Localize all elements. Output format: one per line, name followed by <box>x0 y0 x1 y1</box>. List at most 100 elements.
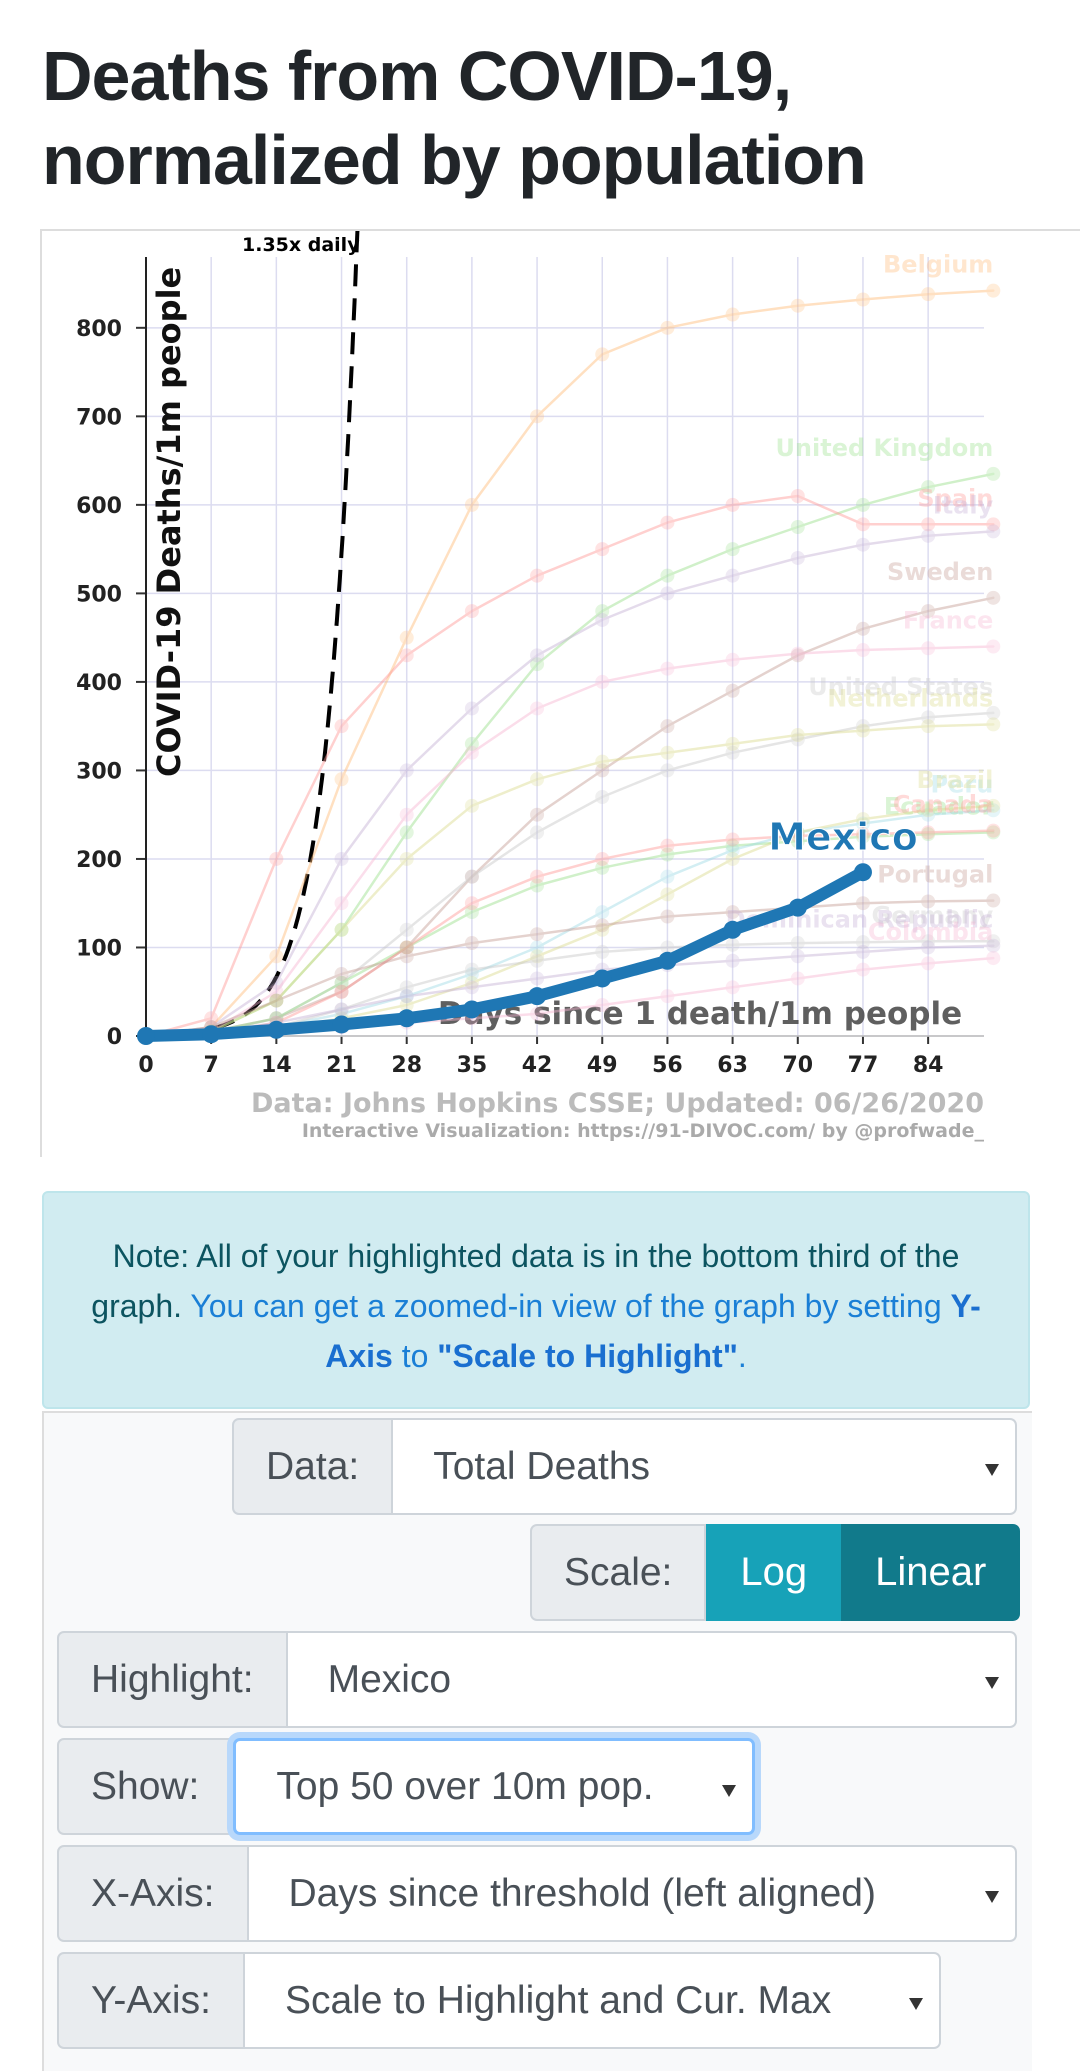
data-point <box>595 851 610 866</box>
data-point <box>595 542 610 557</box>
data-point <box>269 975 284 990</box>
data-point <box>530 825 545 840</box>
series: United States <box>139 673 1001 1043</box>
data-point <box>986 938 1001 953</box>
series-label: Sweden <box>887 558 993 586</box>
data-point <box>725 838 740 853</box>
scale-button[interactable]: Log <box>706 1524 842 1621</box>
data-control: Data: Total Deaths <box>232 1418 1017 1515</box>
data-point <box>855 812 870 827</box>
control-label: Y-Axis: <box>57 1952 245 2049</box>
y-tick-label: 700 <box>76 405 122 430</box>
data-point <box>464 745 479 760</box>
data-point <box>921 825 936 840</box>
data-point <box>269 984 284 999</box>
data-point <box>530 878 545 893</box>
series: Spain <box>139 484 1001 1043</box>
data-point <box>399 949 414 964</box>
data-point <box>853 863 872 882</box>
data-point <box>986 893 1001 908</box>
data-point <box>986 798 1001 813</box>
data-point <box>723 920 742 939</box>
data-point <box>986 466 1001 481</box>
data-point <box>660 745 675 760</box>
data-select[interactable]: Total Deaths <box>393 1418 1017 1515</box>
note-hint: . <box>737 1338 747 1374</box>
data-point <box>986 825 1001 840</box>
data-point <box>790 646 805 661</box>
series-label: Portugal <box>877 861 993 889</box>
data-point <box>530 807 545 822</box>
y-tick-label: 800 <box>76 317 122 342</box>
show-select[interactable]: Top 50 over 10m pop. <box>233 1738 755 1835</box>
data-point <box>334 772 349 787</box>
data-point <box>334 975 349 990</box>
data-point <box>595 604 610 619</box>
data-point <box>855 962 870 977</box>
data-point <box>399 851 414 866</box>
y-tick-label: 400 <box>76 671 122 696</box>
data-point <box>855 643 870 658</box>
data-point <box>921 710 936 725</box>
y-axis-select[interactable]: Scale to Highlight and Cur. Max <box>244 1952 941 2049</box>
data-point <box>660 763 675 778</box>
data-point <box>204 1011 219 1026</box>
controls-panel: Data: Total Deaths Scale: Log Linear Hig… <box>42 1411 1032 2071</box>
data-point <box>595 674 610 689</box>
y-tick-label: 600 <box>76 494 122 519</box>
series-line <box>144 530 995 1038</box>
data-point <box>921 719 936 734</box>
highlight-select[interactable]: Mexico <box>287 1631 1017 1728</box>
data-point <box>464 962 479 977</box>
data-point <box>855 719 870 734</box>
scale-control: Scale: Log Linear <box>530 1524 1021 1621</box>
data-point <box>725 568 740 583</box>
note-hint-strong: Y-Axis <box>325 1288 981 1374</box>
data-point <box>725 851 740 866</box>
x-tick-label: 14 <box>261 1053 292 1078</box>
data-point <box>790 298 805 313</box>
data-point <box>334 851 349 866</box>
series-line <box>140 866 869 1042</box>
series-label: United States <box>808 673 993 701</box>
data-point <box>855 829 870 844</box>
series-line <box>144 899 995 1038</box>
control-label: Data: <box>232 1418 394 1515</box>
data-point <box>725 652 740 667</box>
data-point <box>986 717 1001 732</box>
x-tick-label: 84 <box>913 1053 944 1078</box>
data-point <box>530 409 545 424</box>
note-text: Note: All of your highlighted data is in… <box>91 1238 960 1324</box>
data-point <box>464 869 479 884</box>
scale-button[interactable]: Linear <box>841 1524 1021 1621</box>
series: Mexico <box>137 815 918 1045</box>
data-point <box>855 944 870 959</box>
data-point <box>269 851 284 866</box>
data-point <box>530 568 545 583</box>
data-point <box>790 825 805 840</box>
data-point <box>790 828 805 843</box>
data-point <box>464 967 479 982</box>
data-point <box>530 1006 545 1021</box>
data-point <box>464 975 479 990</box>
data-point <box>725 905 740 920</box>
data-point <box>790 732 805 747</box>
highlight-control: Highlight: Mexico <box>57 1631 1017 1728</box>
data-point <box>790 550 805 565</box>
data-point <box>790 825 805 840</box>
series-label: Ecuador <box>884 792 994 820</box>
data-point <box>334 975 349 990</box>
data-point <box>530 648 545 663</box>
data-point <box>986 524 1001 539</box>
data-point <box>921 528 936 543</box>
data-point <box>334 922 349 937</box>
x-axis-select[interactable]: Days since threshold (left aligned) <box>248 1845 1017 1942</box>
series-label: United Kingdom <box>775 434 993 462</box>
data-point <box>921 827 936 842</box>
data-point <box>986 803 1001 818</box>
credit-label: Interactive Visualization: https://91-DI… <box>302 1120 985 1142</box>
data-point <box>269 949 284 964</box>
data-point <box>399 922 414 937</box>
data-point <box>462 1000 481 1019</box>
